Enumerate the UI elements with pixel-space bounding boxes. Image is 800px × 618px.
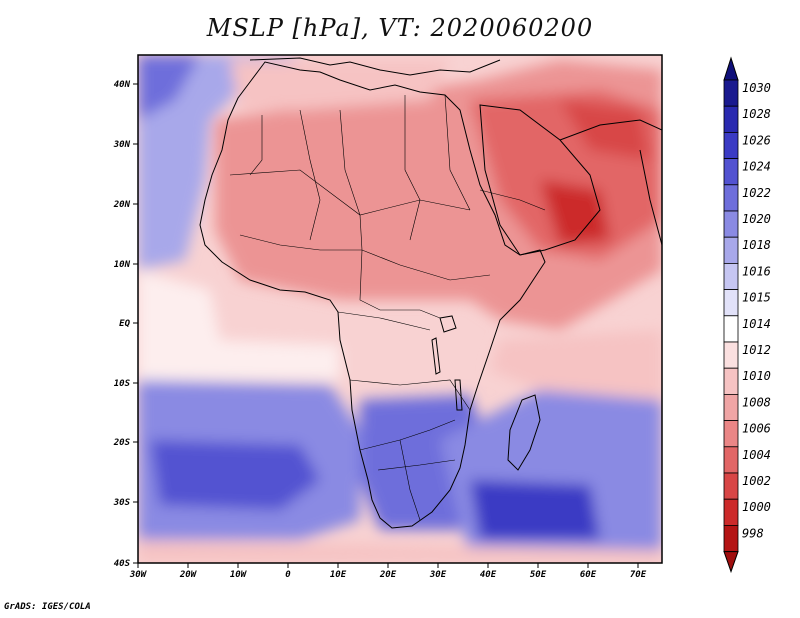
colorbar-top-arrow xyxy=(723,56,739,81)
asia-coastline xyxy=(559,119,662,141)
colorbar-swatch xyxy=(723,105,739,133)
lon-label: 20W xyxy=(179,570,198,580)
lon-label: 30W xyxy=(129,570,148,580)
lake-malawi xyxy=(454,379,463,411)
lat-label: 20S xyxy=(113,438,131,448)
colorbar-label: 1008 xyxy=(742,395,771,409)
atlantic-high-region xyxy=(138,55,300,270)
colorbar-label: 1000 xyxy=(742,500,771,514)
footer-credit: GrADS: IGES/COLA xyxy=(4,602,91,612)
map-title: MSLP [hPa], VT: 2020060200 xyxy=(206,14,594,42)
colorbar-label: 1020 xyxy=(742,212,771,226)
latitude-labels: 40N 30N 20N 10N EQ 10S 20S 30S 40S xyxy=(113,80,131,569)
lake-victoria xyxy=(439,315,457,333)
colorbar-swatch xyxy=(723,420,739,448)
colorbar-label: 1030 xyxy=(742,81,771,95)
lon-label: 10E xyxy=(330,570,347,580)
country-borders xyxy=(229,94,546,521)
colorbar-label: 1018 xyxy=(742,238,771,252)
lat-label: 30N xyxy=(113,140,131,150)
colorbar: 1030 1028 1026 1024 1022 1020 1018 1016 1015 1014… xyxy=(723,56,771,574)
colorbar-label: 1006 xyxy=(742,422,771,436)
lat-label: 20N xyxy=(113,200,131,210)
indian-ocean-high-core xyxy=(470,480,600,540)
colorbar-swatch xyxy=(723,210,739,238)
colorbar-swatch xyxy=(723,393,739,421)
lon-label: 10W xyxy=(230,570,248,580)
lake-tanganyika xyxy=(431,337,441,375)
colorbar-swatch xyxy=(723,472,739,500)
colorbar-label: 1024 xyxy=(742,160,771,174)
lat-label: EQ xyxy=(119,319,130,329)
lat-label: 10S xyxy=(114,379,131,389)
lon-label: 50E xyxy=(530,570,547,580)
africa-coastline xyxy=(199,61,546,529)
madagascar-coastline xyxy=(507,394,541,471)
persia-low-core xyxy=(560,100,650,160)
colorbar-label: 1014 xyxy=(742,317,771,331)
equatorial-neutral-band xyxy=(138,270,340,380)
colorbar-swatch xyxy=(723,289,739,317)
colorbar-swatch xyxy=(723,79,739,107)
colorbar-swatch xyxy=(723,367,739,395)
colorbar-label: 1028 xyxy=(742,107,771,121)
lon-label: 70E xyxy=(630,570,647,580)
lat-label: 30S xyxy=(113,498,131,508)
lat-label: 40N xyxy=(114,80,131,90)
coastlines xyxy=(199,57,662,529)
colorbar-label: 1015 xyxy=(742,291,771,305)
arabia-coastline xyxy=(479,104,601,256)
lon-label: 0 xyxy=(285,570,291,580)
colorbar-bottom-arrow xyxy=(723,551,739,574)
colorbar-label: 1012 xyxy=(742,343,771,357)
colorbar-label: 1026 xyxy=(742,133,771,147)
colorbar-label: 1016 xyxy=(742,264,771,278)
southern-edge xyxy=(138,540,662,563)
colorbar-swatch xyxy=(723,341,739,369)
tick-marks xyxy=(133,83,639,568)
pressure-field xyxy=(138,55,662,563)
colorbar-label: 1002 xyxy=(742,474,771,488)
lon-label: 20E xyxy=(379,570,397,580)
atlantic-high-core xyxy=(138,55,200,120)
india-coastline xyxy=(639,149,662,246)
south-atlantic-high-core xyxy=(150,440,320,510)
colorbar-label: 998 xyxy=(742,526,764,540)
lat-label: 40S xyxy=(114,559,131,569)
colorbar-swatch xyxy=(723,236,739,264)
colorbar-swatch xyxy=(723,131,739,159)
plot-frame xyxy=(137,54,663,564)
indian-neutral-band xyxy=(490,330,662,400)
colorbar-swatch xyxy=(723,498,739,526)
lon-label: 30E xyxy=(429,570,447,580)
colorbar-swatch xyxy=(723,446,739,474)
colorbar-swatch xyxy=(723,525,739,553)
colorbar-label: 1010 xyxy=(742,369,771,383)
arabian-low-core xyxy=(540,180,610,245)
colorbar-swatch xyxy=(723,184,739,212)
colorbar-label: 1004 xyxy=(742,448,771,462)
longitude-labels: 30W 20W 10W 0 10E 20E 30E 40E 50E 60E 70… xyxy=(129,570,647,580)
colorbar-swatch xyxy=(723,315,739,343)
europe-coastline xyxy=(249,57,501,76)
colorbar-swatch xyxy=(723,158,739,186)
lon-label: 40E xyxy=(480,570,497,580)
colorbar-swatch xyxy=(723,262,739,290)
lon-label: 60E xyxy=(580,570,597,580)
colorbar-label: 1022 xyxy=(742,186,771,200)
lat-label: 10N xyxy=(114,260,131,270)
